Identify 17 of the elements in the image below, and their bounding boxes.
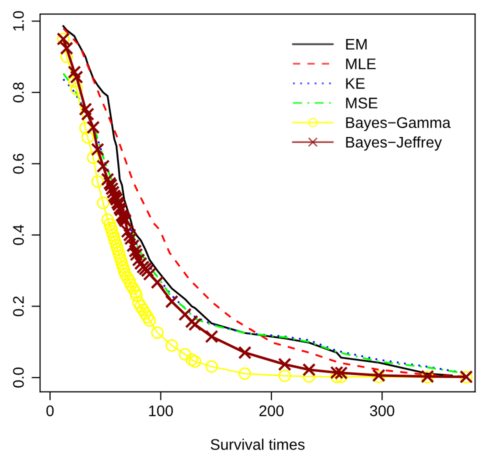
x-tick-label: 300 bbox=[370, 405, 394, 416]
y-tick-label: 1.0 bbox=[13, 11, 24, 31]
x-axis-title: Survival times bbox=[210, 438, 305, 450]
legend-label: KE bbox=[346, 78, 365, 89]
y-tick-label: 0.2 bbox=[13, 296, 24, 316]
y-tick-label: 0.6 bbox=[13, 154, 24, 174]
x-tick-label: 200 bbox=[259, 405, 284, 416]
legend-label: MSE bbox=[346, 98, 378, 108]
y-tick-label: 0.4 bbox=[13, 224, 24, 246]
legend-label: MLE bbox=[346, 58, 376, 70]
y-tick-label: 0.0 bbox=[13, 368, 24, 388]
y-tick-label: 0.8 bbox=[13, 82, 24, 102]
x-tick-label: 0 bbox=[46, 405, 54, 416]
legend-label: Bayes−Gamma bbox=[346, 117, 451, 132]
legend-label: EM bbox=[346, 39, 367, 50]
x-tick-label: 100 bbox=[149, 405, 173, 416]
legend-label: Bayes−Jeffrey bbox=[346, 136, 442, 151]
